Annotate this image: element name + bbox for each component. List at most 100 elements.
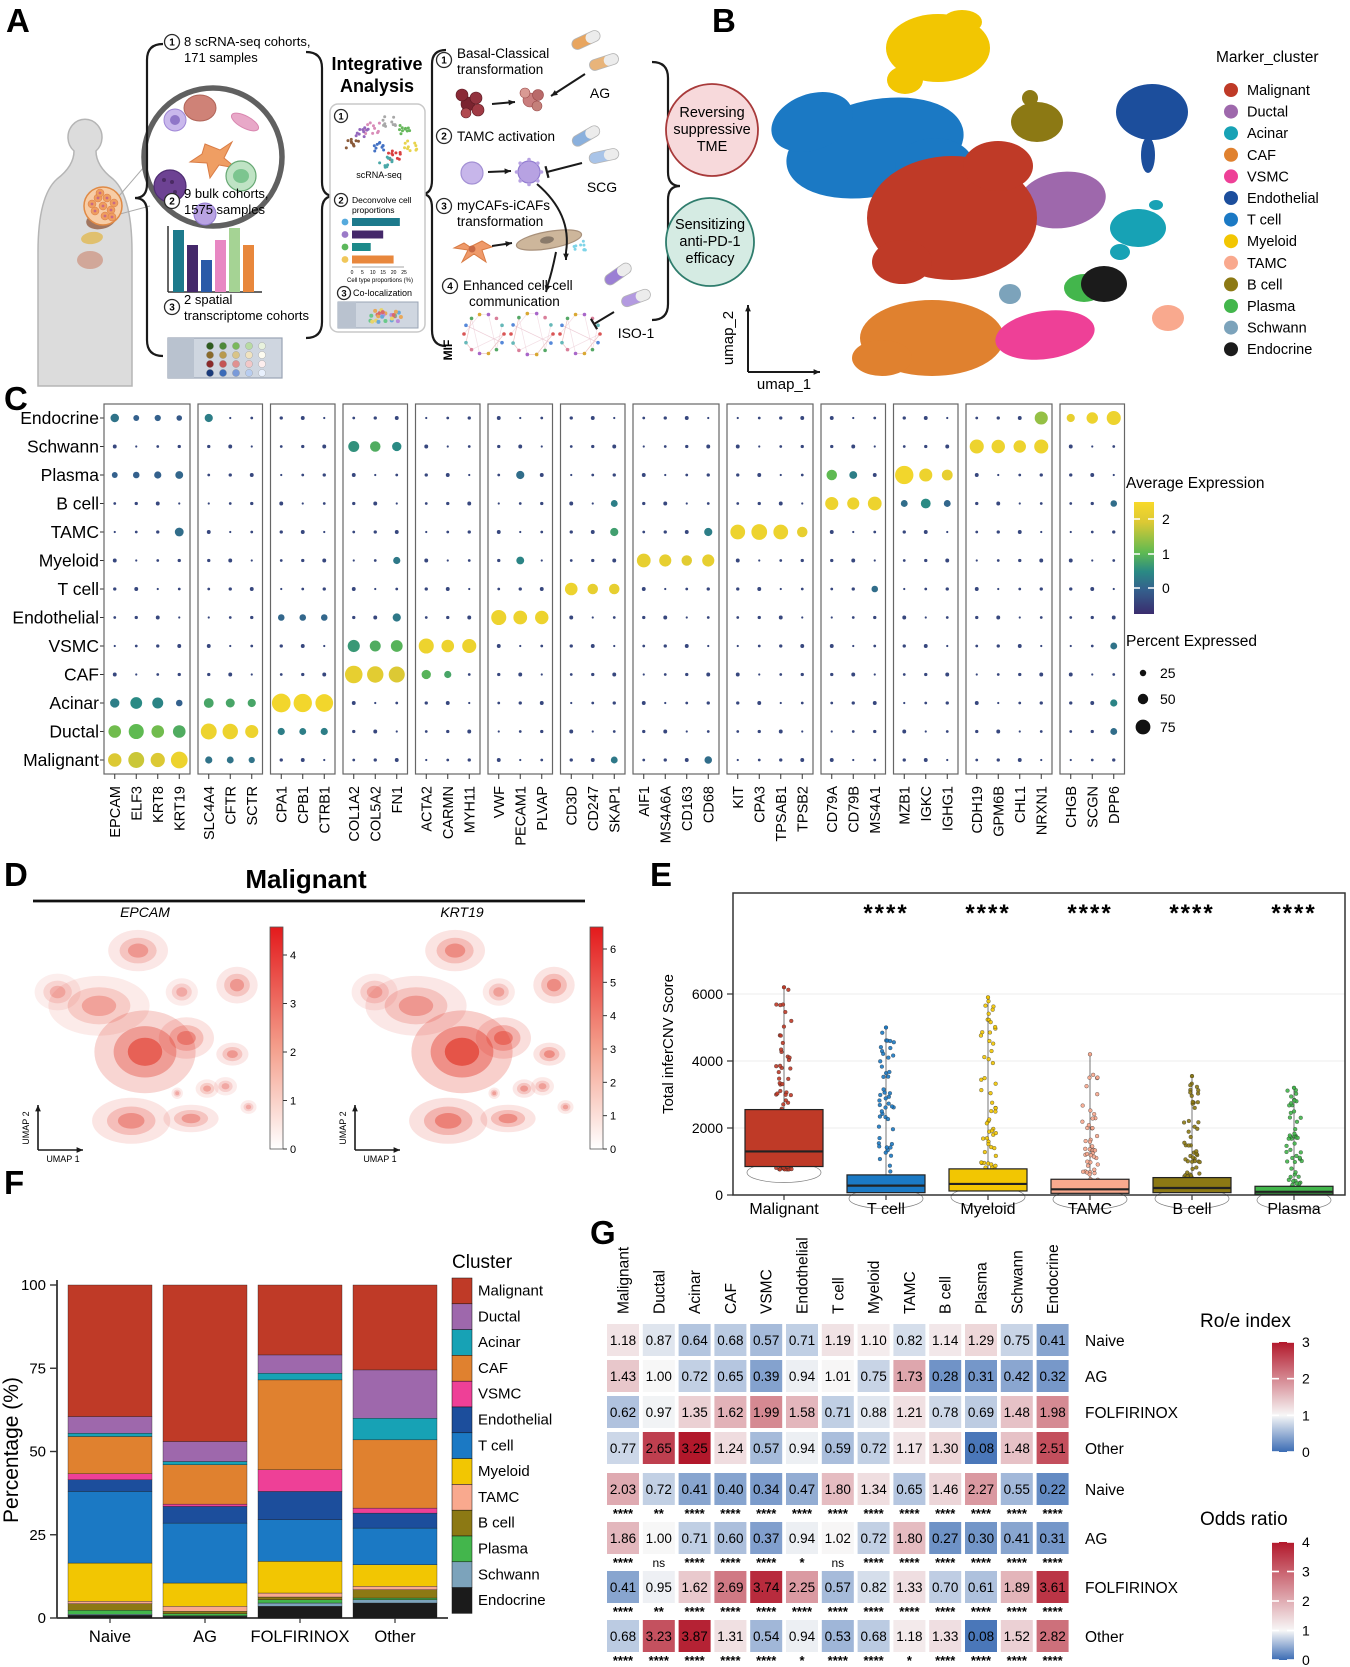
dotplot-group: CHGB SCGN DPP6 <box>1059 403 1126 828</box>
celltype-row-label: T cell <box>58 579 100 599</box>
network-diagram-icon <box>462 312 506 356</box>
g-cell-significance: * <box>799 1555 805 1570</box>
odds-tick: 3 <box>1302 1564 1310 1580</box>
f-legend-item: B cell <box>478 1515 515 1532</box>
cluster-blob-myeloid <box>886 10 990 94</box>
umap-axes: umap_1 umap_2 <box>720 305 820 393</box>
g-cell-significance: **** <box>613 1604 634 1619</box>
colorbar-tick: 0 <box>290 1144 296 1156</box>
f-category-label: FOLFIRINOX <box>250 1628 349 1646</box>
g-cell-significance: **** <box>756 1604 777 1619</box>
g-heatmap-row-naive: 2.03 **** 0.72 ** 0.41 **** 0.40 **** 0.34 **** 0.… <box>605 1471 1125 1521</box>
g-cell-significance: **** <box>863 1604 884 1619</box>
g-cell-value: 1.62 <box>681 1580 707 1595</box>
g-cell-value: 1.33 <box>932 1629 958 1644</box>
gene-label: CD163 <box>680 786 696 831</box>
g-cell-value: 0.31 <box>1039 1531 1065 1546</box>
avg-expression-tick: 2 <box>1162 511 1170 527</box>
f-legend-item: Malignant <box>478 1283 544 1300</box>
panel-d-title: Malignant <box>245 864 367 894</box>
odds-tick: 1 <box>1302 1623 1310 1639</box>
g-cell-significance: ** <box>654 1604 665 1619</box>
cluster-blob-tamc <box>1152 305 1184 331</box>
g-row-label: Naive <box>1085 1482 1125 1499</box>
human-figure-icon <box>37 118 151 387</box>
odds-tick: 2 <box>1302 1593 1310 1609</box>
gene-label: SCTR <box>245 786 261 825</box>
e-significance: **** <box>1169 900 1214 927</box>
g-heatmap-row-ag: 1.86 **** 1.00 ns 0.71 **** 0.60 **** 0.37 **** 0.… <box>605 1520 1107 1570</box>
g-cell-value: 0.41 <box>610 1580 636 1595</box>
panel-e-letter: E <box>650 856 673 893</box>
panel-d-featureplots: EPCAM UMAP 1 UMAP 2 0 1 2 3 4 KRT19 UMAP 1 UMAP 2 0… <box>21 899 616 1164</box>
g-row-label: Naive <box>1085 1333 1125 1350</box>
legend-item-label: Endothelial <box>1247 191 1319 207</box>
g-heatmap-row-other: 0.77 2.65 3.25 1.24 0.57 0.94 0.59 0.72 1.17 1.30… <box>605 1430 1124 1466</box>
legend-item-label: Myeloid <box>1247 234 1297 250</box>
g-row-label: FOLFIRINOX <box>1085 1405 1179 1422</box>
pill-icon <box>571 125 601 147</box>
g-cell-value: 0.61 <box>968 1580 994 1595</box>
pct-expressed-title: Percent Expressed <box>1126 633 1257 650</box>
cell-mix-circle-icon <box>141 85 285 229</box>
dotplot-group: ACTA2 CARMN MYH11 <box>414 403 481 839</box>
g-cell-significance: **** <box>899 1506 920 1521</box>
g-cell-significance: * <box>907 1653 913 1667</box>
roe-tick: 2 <box>1302 1371 1310 1387</box>
cluster-blob-endocrine <box>1081 266 1127 302</box>
gene-label: MS4A6A <box>658 786 674 844</box>
g-cell-significance: **** <box>1042 1653 1063 1667</box>
f-ytick: 75 <box>29 1360 46 1377</box>
roe-tick: 0 <box>1302 1444 1310 1460</box>
g-cell-value: 2.51 <box>1039 1441 1065 1456</box>
g-cell-significance: * <box>799 1653 805 1667</box>
outcome-text: Sensitizing <box>675 217 745 233</box>
g-column-label: T cell <box>830 1277 847 1314</box>
gene-label: CPA1 <box>274 786 290 823</box>
g-cell-significance: **** <box>971 1506 992 1521</box>
g-cell-value: 0.70 <box>932 1580 958 1595</box>
drug-iso1-label: ISO-1 <box>618 325 655 341</box>
cluster-blob-endothelial <box>1116 84 1188 173</box>
g-cell-value: 0.72 <box>646 1482 672 1497</box>
step1-line1: Basal-Classical <box>457 46 549 61</box>
cohort-3-line2: transcriptome cohorts <box>184 308 309 323</box>
g-cell-significance: **** <box>863 1653 884 1667</box>
avg-expression-title: Average Expression <box>1126 475 1264 492</box>
step3-line1: myCAFs-iCAFs <box>457 198 550 213</box>
e-box-t-cell <box>846 1025 926 1210</box>
e-ytick: 6000 <box>692 986 723 1002</box>
integrative-title-2: Analysis <box>340 76 414 96</box>
outcome-text: anti-PD-1 <box>679 234 740 250</box>
g-cell-significance: **** <box>720 1506 741 1521</box>
g-cell-significance: **** <box>613 1653 634 1667</box>
g-cell-significance: **** <box>649 1653 670 1667</box>
umap-clusters <box>771 10 1188 376</box>
g-column-label: Endothelial <box>795 1237 812 1314</box>
legend-item-label: Ductal <box>1247 105 1288 121</box>
g-column-label: VSMC <box>759 1269 776 1314</box>
g-cell-value: 0.68 <box>610 1629 636 1644</box>
prop-axis-tick: 20 <box>391 270 397 276</box>
g-cell-value: 1.10 <box>860 1333 886 1348</box>
g-cell-value: 0.75 <box>860 1369 886 1384</box>
f-legend-item: Acinar <box>478 1334 521 1351</box>
g-column-label: Schwann <box>1009 1250 1026 1314</box>
g-cell-significance: **** <box>828 1604 849 1619</box>
cohort-2-line1: 9 bulk cohorts, <box>184 186 269 201</box>
panel-d-letter: D <box>4 856 28 893</box>
gene-label: CTRB1 <box>317 786 333 834</box>
f-legend-item: Ductal <box>478 1308 521 1325</box>
f-legend-item: Endothelial <box>478 1412 552 1429</box>
e-significance: **** <box>1067 900 1112 927</box>
gene-label: CFTR <box>223 786 239 825</box>
g-cell-significance: **** <box>792 1506 813 1521</box>
g-cell-significance: **** <box>720 1604 741 1619</box>
panel-b-letter: B <box>712 2 736 39</box>
gene-label: CD79B <box>846 786 862 833</box>
feature-plot-krt19: KRT19 UMAP 1 UMAP 2 0 1 2 3 4 5 6 <box>338 904 616 1164</box>
g-column-label: B cell <box>938 1276 955 1314</box>
gene-label: CPB1 <box>296 786 312 824</box>
